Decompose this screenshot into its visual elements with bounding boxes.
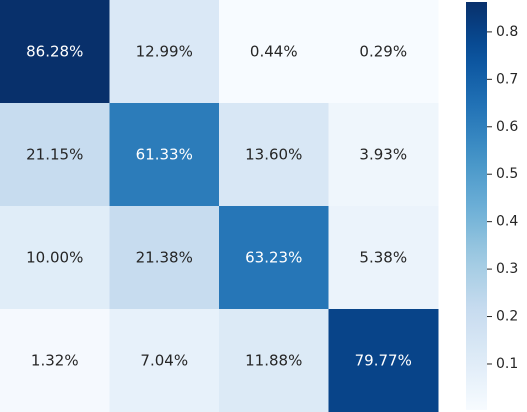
colorbar-tick-label: 0.5 (496, 166, 518, 182)
cell-label-r3-c3: 79.77% (355, 352, 412, 370)
heatmap-cell-r2-c2 (219, 206, 329, 310)
heatmap-cell-r3-c0 (0, 309, 110, 412)
colorbar-tick-label: 0.2 (496, 309, 518, 325)
colorbar-tick-label: 0.7 (496, 71, 518, 87)
heatmap-cell-r2-c3 (328, 206, 439, 310)
cell-label-r0-c0: 86.28% (26, 43, 83, 61)
cell-label-r3-c0: 1.32% (31, 352, 79, 370)
cell-label-r0-c3: 0.29% (359, 43, 407, 61)
colorbar-tick-label: 0.6 (496, 119, 518, 135)
heatmap-cell-r1-c1 (109, 103, 220, 207)
heatmap-cell-r0-c2 (219, 0, 329, 104)
cell-label-r1-c0: 21.15% (26, 146, 83, 164)
colorbar-gradient (466, 2, 487, 410)
cell-label-r3-c2: 11.88% (245, 352, 302, 370)
cell-label-r3-c1: 7.04% (140, 352, 188, 370)
heatmap-cells (0, 0, 439, 412)
heatmap-cell-r3-c2 (219, 309, 329, 412)
cell-label-r0-c2: 0.44% (250, 43, 298, 61)
colorbar-tick-label: 0.4 (496, 214, 518, 230)
heatmap-cell-r2-c1 (109, 206, 220, 310)
heatmap-cell-r1-c0 (0, 103, 110, 207)
heatmap-cell-r1-c2 (219, 103, 329, 207)
cell-label-r2-c0: 10.00% (26, 249, 83, 267)
cell-label-r2-c1: 21.38% (136, 249, 193, 267)
heatmap-cell-r0-c1 (109, 0, 220, 104)
cell-label-r1-c2: 13.60% (245, 146, 302, 164)
colorbar-ticks: 0.1 0.2 0.3 0.4 0.5 0.6 0.7 0.8 (487, 24, 518, 372)
colorbar-tick-label: 0.1 (496, 356, 518, 372)
heatmap-cell-labels: 86.28% 12.99% 0.44% 0.29% 21.15% 61.33% 13.60%… (26, 43, 412, 370)
colorbar: 0.1 0.2 0.3 0.4 0.5 0.6 0.7 0.8 (466, 2, 518, 410)
heatmap-cell-r0-c3 (328, 0, 439, 104)
heatmap-cell-r3-c3 (328, 309, 439, 412)
heatmap-cell-r1-c3 (328, 103, 439, 207)
heatmap-cell-r2-c0 (0, 206, 110, 310)
cell-label-r2-c3: 5.38% (359, 249, 407, 267)
colorbar-tick-label: 0.3 (496, 261, 518, 277)
cell-label-r1-c1: 61.33% (136, 146, 193, 164)
cell-label-r0-c1: 12.99% (136, 43, 193, 61)
heatmap-cell-r0-c0 (0, 0, 110, 104)
cell-label-r1-c3: 3.93% (359, 146, 407, 164)
heatmap-cell-r3-c1 (109, 309, 220, 412)
cell-label-r2-c2: 63.23% (245, 249, 302, 267)
colorbar-tick-label: 0.8 (496, 24, 518, 40)
